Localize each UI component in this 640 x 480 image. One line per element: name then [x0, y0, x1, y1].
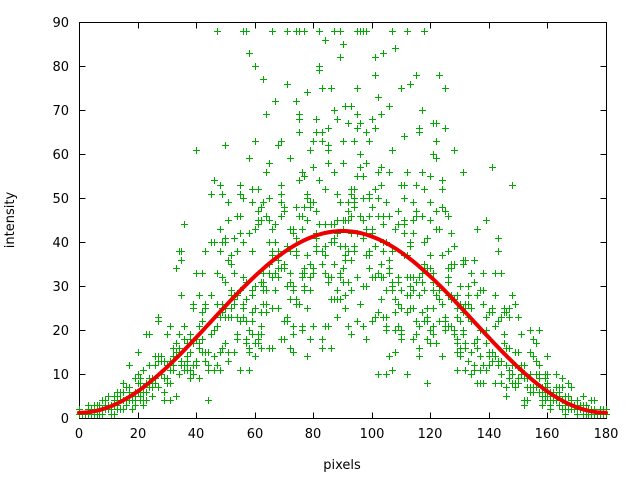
x-tick-label: 20 [130, 427, 147, 442]
y-axis-title: intensity [3, 192, 18, 249]
x-tick-label: 100 [360, 427, 385, 442]
x-tick-label: 160 [535, 427, 560, 442]
x-axis-title: pixels [323, 458, 361, 473]
y-tick-label: 20 [52, 324, 69, 339]
y-tick-label: 60 [52, 148, 69, 163]
axes-layer: 0 20 40 60 80 100 120 140 160 180 0 10 20 30 40 50 60 70 8… [52, 16, 618, 442]
scatter-points [76, 28, 610, 418]
x-tick-label: 120 [418, 427, 443, 442]
x-tick-label: 0 [75, 427, 83, 442]
y-tick-label: 50 [52, 192, 69, 207]
fit-curve [77, 229, 608, 415]
x-tick-label: 140 [477, 427, 502, 442]
x-tick-label: 40 [188, 427, 205, 442]
y-tick-label: 10 [52, 368, 69, 383]
x-tick-label: 80 [305, 427, 322, 442]
plot-border [79, 22, 607, 419]
x-tick-label: 180 [594, 427, 619, 442]
y-tick-label: 40 [52, 236, 69, 251]
x-tick-label: 60 [247, 427, 264, 442]
y-tick-label: 90 [52, 16, 69, 31]
data-layer [76, 28, 610, 418]
y-tick-label: 80 [52, 60, 69, 75]
y-tick-label: 70 [52, 104, 69, 119]
y-tick-label: 30 [52, 280, 69, 295]
y-tick-label: 0 [61, 412, 69, 427]
label-layer: pixels intensity [3, 192, 361, 473]
